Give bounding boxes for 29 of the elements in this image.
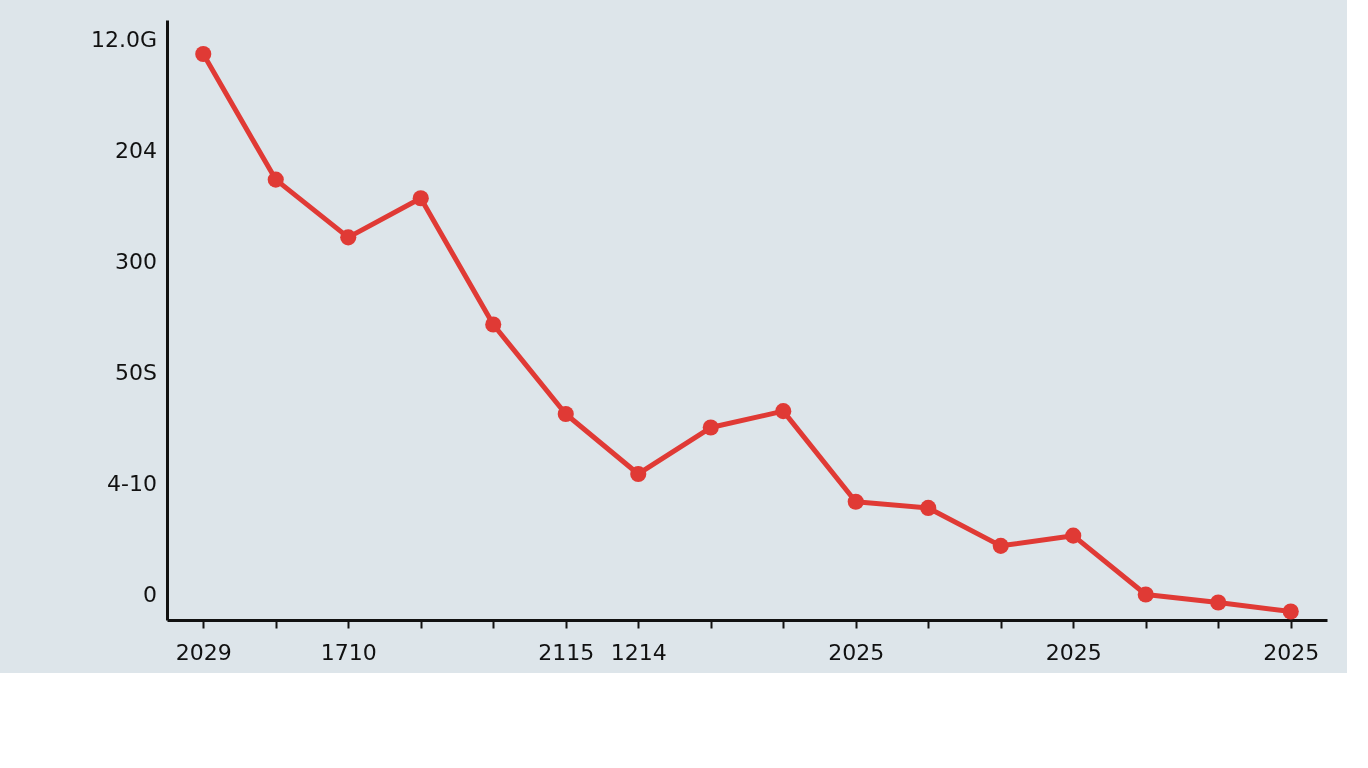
point	[775, 403, 792, 420]
point	[1282, 603, 1299, 620]
point	[195, 45, 212, 63]
point	[557, 405, 574, 423]
point	[267, 171, 284, 188]
point	[630, 465, 647, 483]
point	[1065, 527, 1082, 544]
point	[702, 419, 719, 436]
x-tick-label: 2115	[538, 639, 595, 665]
x-tick-label: 2029	[175, 639, 232, 665]
x-tick-label: 2025	[828, 639, 885, 665]
text: 0	[143, 582, 157, 607]
point	[1210, 594, 1227, 611]
x-tick-label: 1710	[320, 639, 377, 665]
point	[847, 493, 864, 510]
point	[992, 537, 1009, 554]
x-tick-label: 2025	[1263, 639, 1320, 665]
text: 4-10	[107, 471, 157, 496]
point	[412, 190, 429, 207]
point	[1137, 586, 1154, 603]
text: 300	[115, 249, 157, 274]
point	[920, 499, 937, 516]
text: 12.0G	[90, 27, 157, 52]
x-tick-label: 2025	[1045, 639, 1102, 665]
text: 204	[115, 138, 157, 163]
text: 50S	[115, 360, 157, 385]
x-tick-label: 1214	[610, 639, 667, 665]
point	[485, 316, 502, 333]
point	[340, 229, 357, 246]
